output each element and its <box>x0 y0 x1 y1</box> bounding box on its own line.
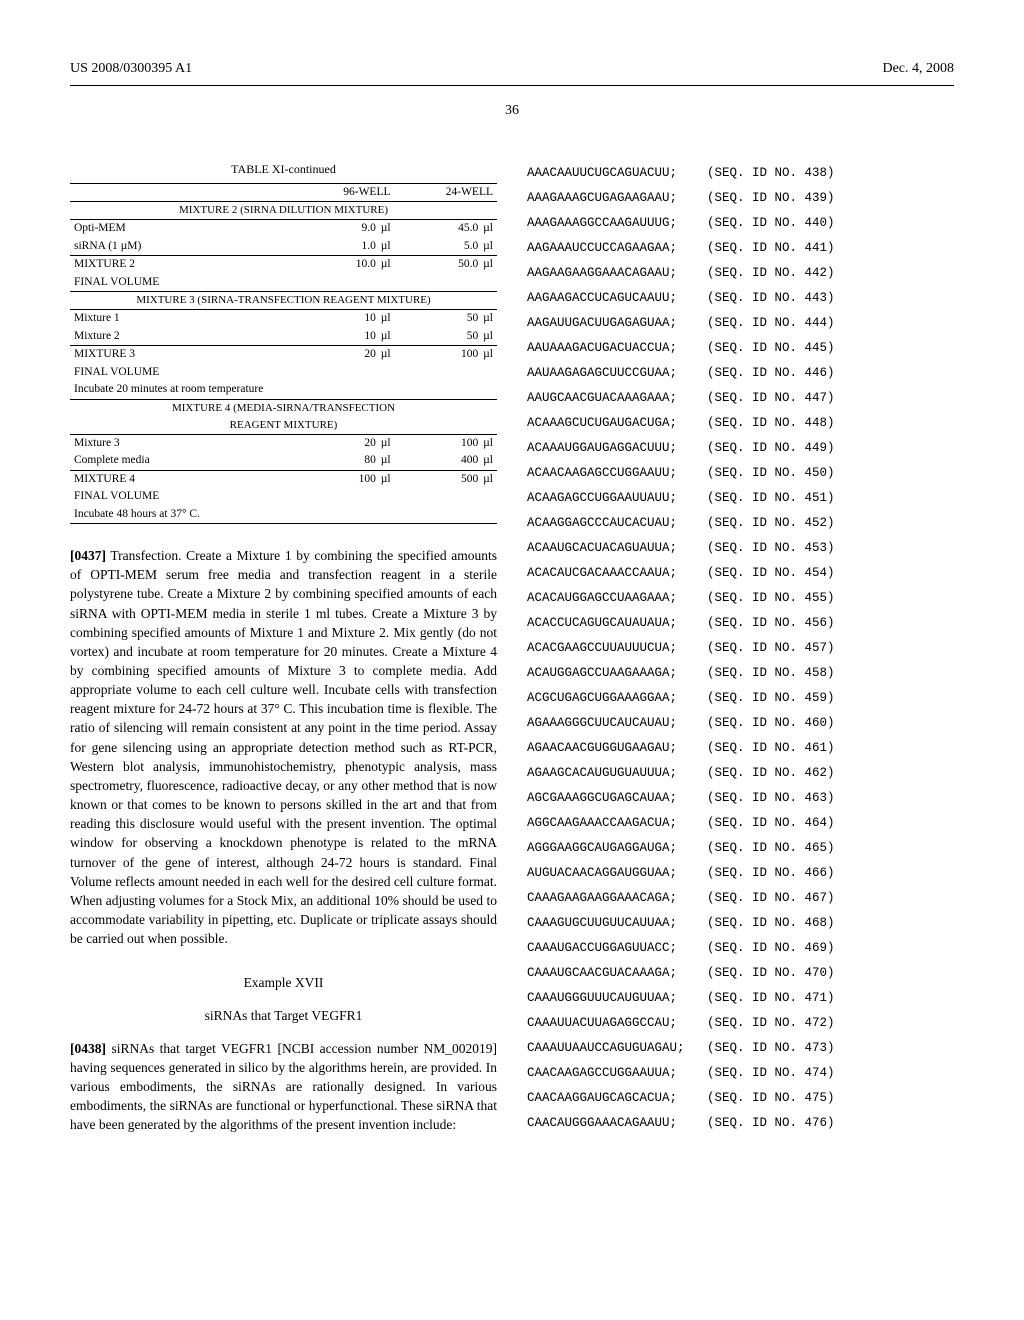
section-mixture2: MIXTURE 2 (SIRNA DILUTION MIXTURE) <box>70 202 497 220</box>
left-column: TABLE XI-continued 96-WELL 24-WELL MIXTU… <box>70 161 497 1136</box>
sequence-listing: AAACAAUUCUGCAGUACUU; (SEQ. ID NO. 438) A… <box>527 161 954 1136</box>
paragraph-0437: [0437] Transfection. Create a Mixture 1 … <box>70 546 497 948</box>
table-title: TABLE XI-continued <box>70 161 497 177</box>
table-row: MIXTURE 2 10.0 µl 50.0 µl <box>70 256 497 274</box>
table-row: siRNA (1 µM) 1.0 µl 5.0 µl <box>70 238 497 256</box>
table-row: Incubate 48 hours at 37° C. <box>70 506 497 524</box>
table-row: Complete media 80 µl 400 µl <box>70 452 497 470</box>
table-row: FINAL VOLUME <box>70 364 497 382</box>
mixture-table: 96-WELL 24-WELL MIXTURE 2 (SIRNA DILUTIO… <box>70 183 497 524</box>
page-number: 36 <box>70 102 954 121</box>
col-96well: 96-WELL <box>292 183 394 202</box>
table-row: Incubate 20 minutes at room temperature <box>70 381 497 399</box>
paragraph-0438: [0438] siRNAs that target VEGFR1 [NCBI a… <box>70 1039 497 1135</box>
section-mixture4b: REAGENT MIXTURE) <box>70 417 497 434</box>
table-row: Mixture 2 10 µl 50 µl <box>70 328 497 346</box>
col-24well: 24-WELL <box>395 183 497 202</box>
table-row: FINAL VOLUME <box>70 488 497 506</box>
para-text: Transfection. Create a Mixture 1 by comb… <box>70 548 497 946</box>
example-title: siRNAs that Target VEGFR1 <box>70 1007 497 1025</box>
table-row: MIXTURE 4 100 µl 500 µl <box>70 470 497 488</box>
two-column-layout: TABLE XI-continued 96-WELL 24-WELL MIXTU… <box>70 161 954 1136</box>
table-row: Mixture 3 20 µl 100 µl <box>70 434 497 452</box>
table-row: Mixture 1 10 µl 50 µl <box>70 310 497 328</box>
section-mixture3: MIXTURE 3 (SIRNA-TRANSFECTION REAGENT MI… <box>70 292 497 310</box>
para-number: [0438] <box>70 1041 106 1056</box>
right-column: AAACAAUUCUGCAGUACUU; (SEQ. ID NO. 438) A… <box>527 161 954 1136</box>
section-mixture4: MIXTURE 4 (MEDIA-SIRNA/TRANSFECTION <box>70 399 497 416</box>
para-number: [0437] <box>70 548 106 563</box>
table-row: FINAL VOLUME <box>70 274 497 292</box>
table-row: MIXTURE 3 20 µl 100 µl <box>70 346 497 364</box>
pub-date: Dec. 4, 2008 <box>882 60 954 79</box>
example-label: Example XVII <box>70 974 497 992</box>
para-text: siRNAs that target VEGFR1 [NCBI accessio… <box>70 1041 497 1133</box>
header-rule <box>70 85 954 86</box>
table-row: Opti-MEM 9.0 µl 45.0 µl <box>70 220 497 238</box>
table-header-row: 96-WELL 24-WELL <box>70 183 497 202</box>
page-header: US 2008/0300395 A1 Dec. 4, 2008 <box>70 60 954 79</box>
pub-number: US 2008/0300395 A1 <box>70 60 192 79</box>
